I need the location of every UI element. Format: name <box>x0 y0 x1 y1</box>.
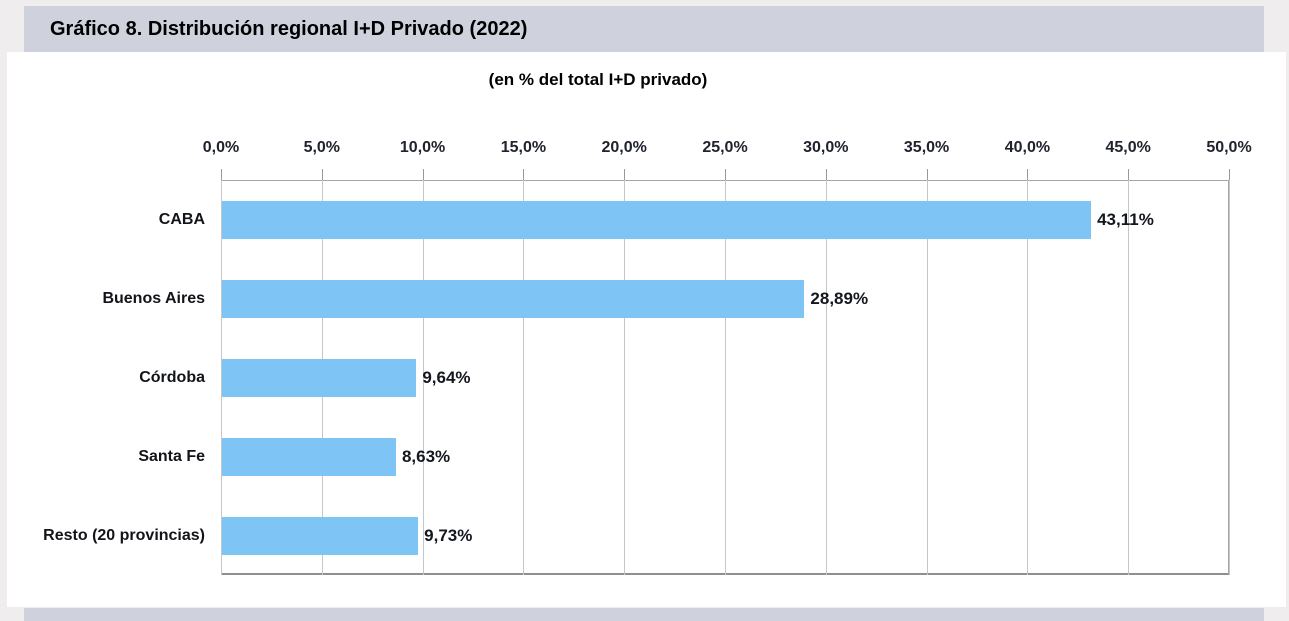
x-axis-tick-mark <box>1027 169 1029 180</box>
gridline <box>1027 180 1029 575</box>
category-label: Córdoba <box>139 368 205 386</box>
x-axis-tick-label: 35,0% <box>903 139 950 156</box>
x-axis-tick-label: 0,0% <box>202 139 240 156</box>
gridline <box>825 180 827 575</box>
chart-subtitle: (en % del total I+D privado) <box>488 70 708 89</box>
x-axis-tick-label: 25,0% <box>702 139 748 156</box>
value-label: 8,63% <box>401 446 451 466</box>
x-axis-tick-label: 10,0% <box>399 139 446 156</box>
gridline <box>926 180 928 575</box>
value-label: 9,64% <box>422 367 471 387</box>
x-axis-tick-label: 40,0% <box>1004 139 1051 156</box>
gridline <box>221 180 222 575</box>
bar <box>222 516 419 555</box>
value-label: 28,89% <box>810 288 869 308</box>
category-label: CABA <box>158 210 205 228</box>
x-axis-tick-mark <box>926 169 928 180</box>
gridline <box>725 180 726 575</box>
gridline <box>1229 180 1230 575</box>
gridline <box>422 180 424 575</box>
x-axis-tick-mark <box>523 169 525 180</box>
x-axis-tick-label: 30,0% <box>803 139 849 156</box>
bar <box>222 358 417 397</box>
x-axis-tick-mark <box>725 169 726 180</box>
gridline <box>523 180 525 575</box>
chart-panel <box>7 52 1286 607</box>
x-axis-tick-mark <box>221 169 222 180</box>
x-axis-tick-label: 50,0% <box>1206 139 1252 156</box>
x-axis-tick-label: 15,0% <box>500 139 547 156</box>
category-label: Resto (20 provincias) <box>43 526 205 544</box>
x-axis-tick-label: 5,0% <box>303 139 341 156</box>
x-axis-tick-mark <box>1229 169 1230 180</box>
bottom-band <box>24 608 1264 621</box>
x-axis-tick-mark <box>422 169 424 180</box>
x-axis-tick-mark <box>624 169 626 180</box>
x-axis-tick-label: 20,0% <box>601 139 647 156</box>
value-label: 43,11% <box>1097 209 1154 229</box>
figure-title-bar: Gráfico 8. Distribución regional I+D Pri… <box>24 6 1264 52</box>
x-axis-tick-label: 45,0% <box>1105 139 1151 156</box>
gridline <box>1128 180 1130 575</box>
x-axis-tick-mark <box>825 169 827 180</box>
category-label: Santa Fe <box>138 447 205 465</box>
bar <box>222 279 805 318</box>
figure-title: Gráfico 8. Distribución regional I+D Pri… <box>50 18 528 40</box>
x-axis-tick-mark <box>321 169 323 180</box>
value-label: 9,73% <box>424 525 473 545</box>
bar <box>222 437 396 476</box>
x-axis-tick-mark <box>1128 169 1130 180</box>
bar <box>222 200 1092 239</box>
gridline <box>624 180 626 575</box>
category-label: Buenos Aires <box>102 289 205 307</box>
